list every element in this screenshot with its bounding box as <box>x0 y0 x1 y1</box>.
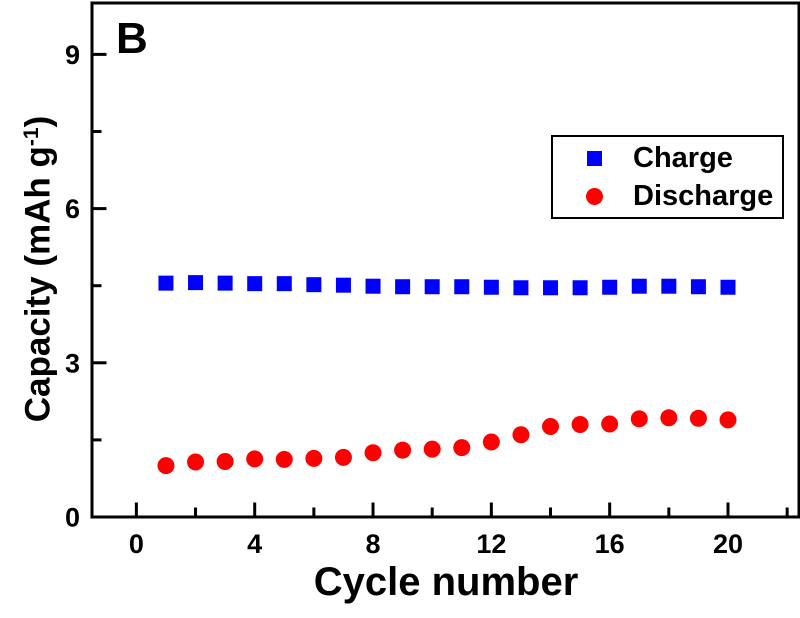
discharge-marker <box>216 452 234 470</box>
discharge-marker <box>630 410 648 428</box>
discharge-marker <box>719 411 737 429</box>
discharge-marker <box>157 457 175 475</box>
discharge-marker <box>187 453 205 471</box>
legend-label-charge: Charge <box>633 141 733 174</box>
charge-marker <box>424 279 440 295</box>
charge-marker <box>483 279 499 295</box>
x-tick-label: 20 <box>713 529 743 559</box>
charge-marker <box>188 275 204 291</box>
panel-label: B <box>116 14 148 63</box>
charge-marker <box>335 277 351 293</box>
charge-marker <box>158 275 174 291</box>
x-tick-label: 12 <box>476 529 506 559</box>
discharge-marker <box>660 409 678 427</box>
discharge-marker <box>542 418 560 436</box>
discharge-marker <box>364 444 382 462</box>
charge-marker <box>306 277 322 293</box>
legend-label-discharge: Discharge <box>633 179 774 212</box>
x-tick-label: 0 <box>129 529 144 559</box>
charge-marker <box>276 276 292 292</box>
x-axis-title: Cycle number <box>313 560 579 604</box>
discharge-marker <box>423 440 441 458</box>
charge-marker <box>513 280 529 296</box>
discharge-marker <box>571 415 589 433</box>
discharge-marker <box>482 433 500 451</box>
legend-item-discharge: Discharge <box>553 180 782 213</box>
discharge-marker <box>334 448 352 466</box>
discharge-marker <box>689 409 707 427</box>
discharge-marker <box>246 450 264 468</box>
legend-marker-wrap <box>581 150 607 166</box>
x-tick-label: 8 <box>366 529 381 559</box>
x-tick-label: 16 <box>595 529 625 559</box>
charge-marker <box>661 278 677 294</box>
charge-marker <box>543 280 559 296</box>
legend-marker-wrap <box>581 187 607 205</box>
y-axis-title: Capacity (mAh g-1) <box>9 19 58 519</box>
y-tick-label: 9 <box>65 40 80 70</box>
discharge-circle-icon <box>585 187 603 205</box>
charge-marker <box>720 279 736 295</box>
charge-marker <box>395 279 411 295</box>
discharge-marker <box>601 415 619 433</box>
legend-item-charge: Charge <box>553 142 782 175</box>
discharge-marker <box>394 441 412 459</box>
charge-marker <box>247 276 263 292</box>
y-tick-label: 0 <box>65 503 80 533</box>
discharge-marker <box>512 426 530 444</box>
x-tick-label: 4 <box>247 529 262 559</box>
charge-marker <box>217 275 233 291</box>
charge-marker <box>602 279 618 295</box>
legend-box: Charge Discharge <box>551 135 784 219</box>
charge-marker <box>572 280 588 296</box>
discharge-marker <box>305 449 323 467</box>
discharge-marker <box>275 450 293 468</box>
discharge-marker <box>453 439 471 457</box>
charge-marker <box>454 279 470 295</box>
charge-marker <box>631 278 647 294</box>
charge-marker <box>365 278 381 294</box>
y-axis-title-close: ) <box>18 115 58 128</box>
charge-marker <box>690 279 706 295</box>
y-axis-title-superscript: -1 <box>20 127 43 147</box>
y-axis-title-text: Capacity (mAh g <box>18 146 58 423</box>
y-tick-label: 3 <box>65 348 80 378</box>
y-tick-label: 6 <box>65 194 80 224</box>
charge-square-icon <box>586 150 602 166</box>
plot-frame <box>90 1 800 519</box>
